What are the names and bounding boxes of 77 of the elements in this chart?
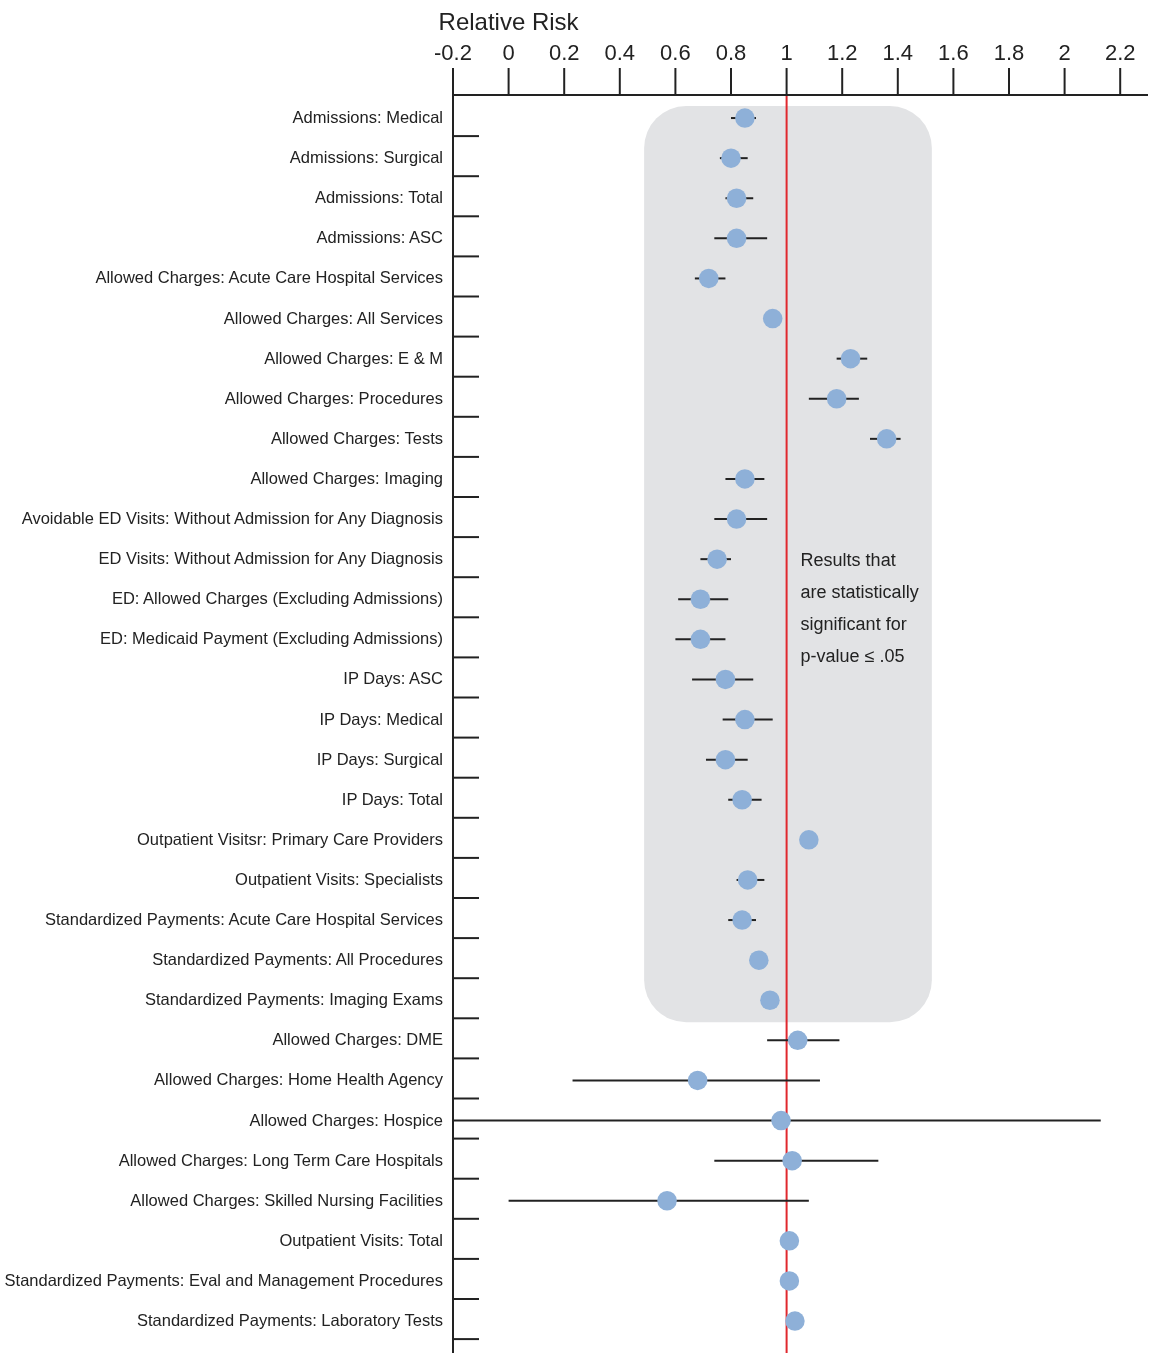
y-tick-label: Allowed Charges: Acute Care Hospital Services — [95, 268, 443, 287]
y-tick-label: Standardized Payments: All Procedures — [152, 950, 443, 969]
point — [826, 389, 847, 409]
y-tick-label: Outpatient Visitsr: Primary Care Providers — [137, 829, 443, 848]
y-tick-label: Allowed Charges: Tests — [270, 428, 443, 447]
point — [690, 629, 711, 650]
band-label: Results that are statistically significant for p-value ≤ .05 — [800, 550, 919, 667]
point — [687, 1070, 708, 1091]
point — [735, 709, 755, 730]
point — [715, 749, 736, 770]
point — [732, 910, 752, 930]
point — [707, 549, 727, 569]
y-tick-label: Allowed Charges: E & M — [264, 348, 443, 367]
y-tick-label: Allowed Charges: Home Health Agency — [154, 1070, 444, 1089]
x-tick-label: 1.4 — [882, 40, 914, 65]
y-tick-label: Allowed Charges: DME — [272, 1030, 443, 1049]
x-tick-label: 0.6 — [660, 40, 691, 65]
point — [771, 1110, 791, 1131]
point — [760, 990, 780, 1010]
point — [779, 1231, 800, 1251]
y-tick-label: Allowed Charges: Procedures — [224, 388, 443, 407]
x-axis-title: Relative Risk — [438, 8, 580, 35]
point — [779, 1271, 800, 1291]
x-tick-label: 2.2 — [1104, 40, 1136, 65]
y-tick-label: IP Days: Total — [341, 789, 443, 808]
y-tick-label: Allowed Charges: Hospice — [249, 1110, 443, 1129]
point — [735, 108, 755, 128]
y-tick-label: Avoidable ED Visits: Without Admission for Any Diagnosis — [21, 509, 443, 528]
point — [726, 188, 747, 208]
point — [690, 589, 711, 609]
point — [840, 348, 861, 369]
point — [732, 790, 752, 810]
y-tick-label: Allowed Charges: Long Term Care Hospitals — [118, 1150, 443, 1169]
point — [799, 830, 819, 850]
point — [726, 509, 747, 529]
y-tick-label: Allowed Charges: Imaging — [250, 468, 443, 487]
y-tick-label: Outpatient Visits: Total — [279, 1230, 443, 1249]
x-tick-label: 0 — [502, 40, 515, 65]
point — [715, 669, 736, 690]
point — [762, 308, 783, 329]
point — [782, 1150, 802, 1171]
y-tick-label: Standardized Payments: Imaging Exams — [144, 990, 443, 1009]
point — [726, 228, 747, 249]
y-tick-label: Admissions: ASC — [316, 228, 444, 247]
point — [749, 950, 769, 970]
x-tick-label: 1 — [780, 40, 793, 65]
y-tick-label: ED: Medicaid Payment (Excluding Admissions) — [100, 629, 443, 648]
y-tick-label: Allowed Charges: All Services — [223, 308, 443, 327]
x-tick-label: 2 — [1058, 40, 1071, 65]
x-tick-label: 1.6 — [938, 40, 969, 65]
y-tick-label: ED Visits: Without Admission for Any Diagnosis — [98, 549, 443, 568]
y-tick-label: Allowed Charges: Skilled Nursing Facilities — [130, 1190, 443, 1209]
y-tick-label: Standardized Payments: Eval and Management Procedures — [4, 1270, 443, 1289]
point — [787, 1030, 808, 1051]
point — [876, 429, 897, 449]
point — [735, 469, 755, 489]
y-tick-label: ED: Allowed Charges (Excluding Admissions) — [111, 589, 443, 608]
x-tick-label: 1.8 — [993, 40, 1025, 65]
y-tick-label: IP Days: Surgical — [316, 749, 443, 768]
y-tick-label: Standardized Payments: Acute Care Hospital Services — [44, 910, 443, 929]
y-tick-label: Outpatient Visits: Specialists — [235, 869, 443, 888]
y-tick-label: Admissions: Total — [314, 188, 443, 207]
y-tick-label: IP Days: Medical — [319, 709, 443, 728]
y-tick-label: Admissions: Medical — [292, 108, 443, 127]
x-tick-label: 1.2 — [826, 40, 858, 65]
point — [785, 1311, 805, 1331]
x-tick-label: 0.8 — [715, 40, 747, 65]
point — [737, 870, 758, 890]
point — [721, 148, 741, 168]
x-tick-label: 0.4 — [604, 40, 636, 65]
x-tick-label: 0.2 — [548, 40, 580, 65]
point — [698, 268, 719, 289]
point — [657, 1191, 677, 1211]
y-tick-label: Standardized Payments: Laboratory Tests — [136, 1311, 443, 1330]
x-tick-label: -0.2 — [434, 40, 472, 65]
y-tick-label: IP Days: ASC — [343, 669, 444, 688]
y-tick-label: Admissions: Surgical — [289, 148, 443, 167]
